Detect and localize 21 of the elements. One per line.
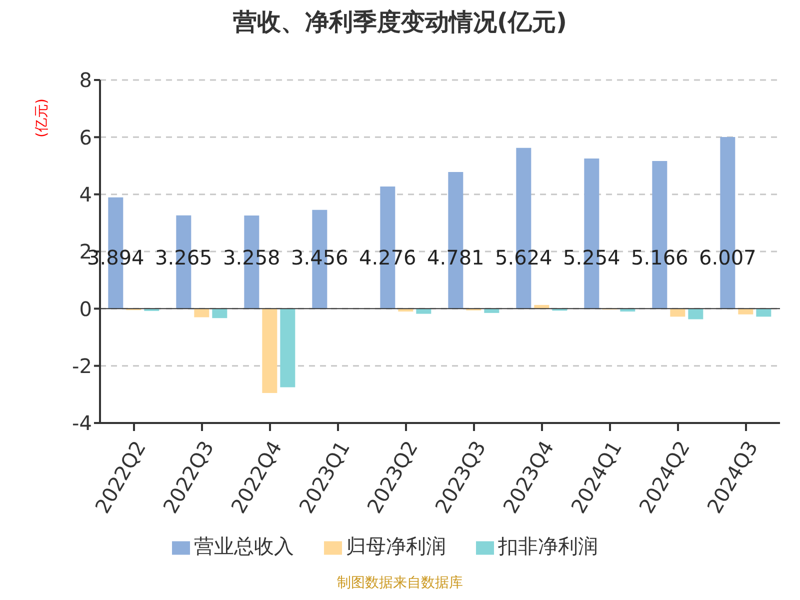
data-label: 5.166 [631, 246, 688, 270]
y-tick-label: 0 [79, 296, 92, 321]
y-tick-label: 8 [79, 68, 92, 92]
data-label: 5.624 [495, 246, 552, 270]
legend-label: 扣非净利润 [498, 534, 598, 558]
data-label: 3.258 [223, 246, 280, 270]
data-label: 3.456 [291, 246, 348, 270]
y-tick-label: -2 [72, 354, 92, 378]
y-tick-label: 6 [79, 125, 92, 150]
data-label: 6.007 [699, 246, 756, 270]
data-label: 5.254 [563, 246, 620, 270]
chart-title: 营收、净利季度变动情况(亿元) [232, 7, 568, 38]
data-label: 4.276 [359, 246, 416, 270]
y-tick-label: 4 [79, 182, 92, 206]
data-label: 4.781 [427, 246, 484, 270]
text: 制图数据来自数据库 [336, 574, 464, 592]
legend-label: 营业总收入 [194, 534, 294, 558]
legend-label: 归母净利润 [346, 534, 446, 558]
data-label: 3.265 [155, 246, 212, 270]
y-axis-title: (亿元) [33, 98, 51, 138]
y-tick-label: -4 [72, 411, 92, 436]
